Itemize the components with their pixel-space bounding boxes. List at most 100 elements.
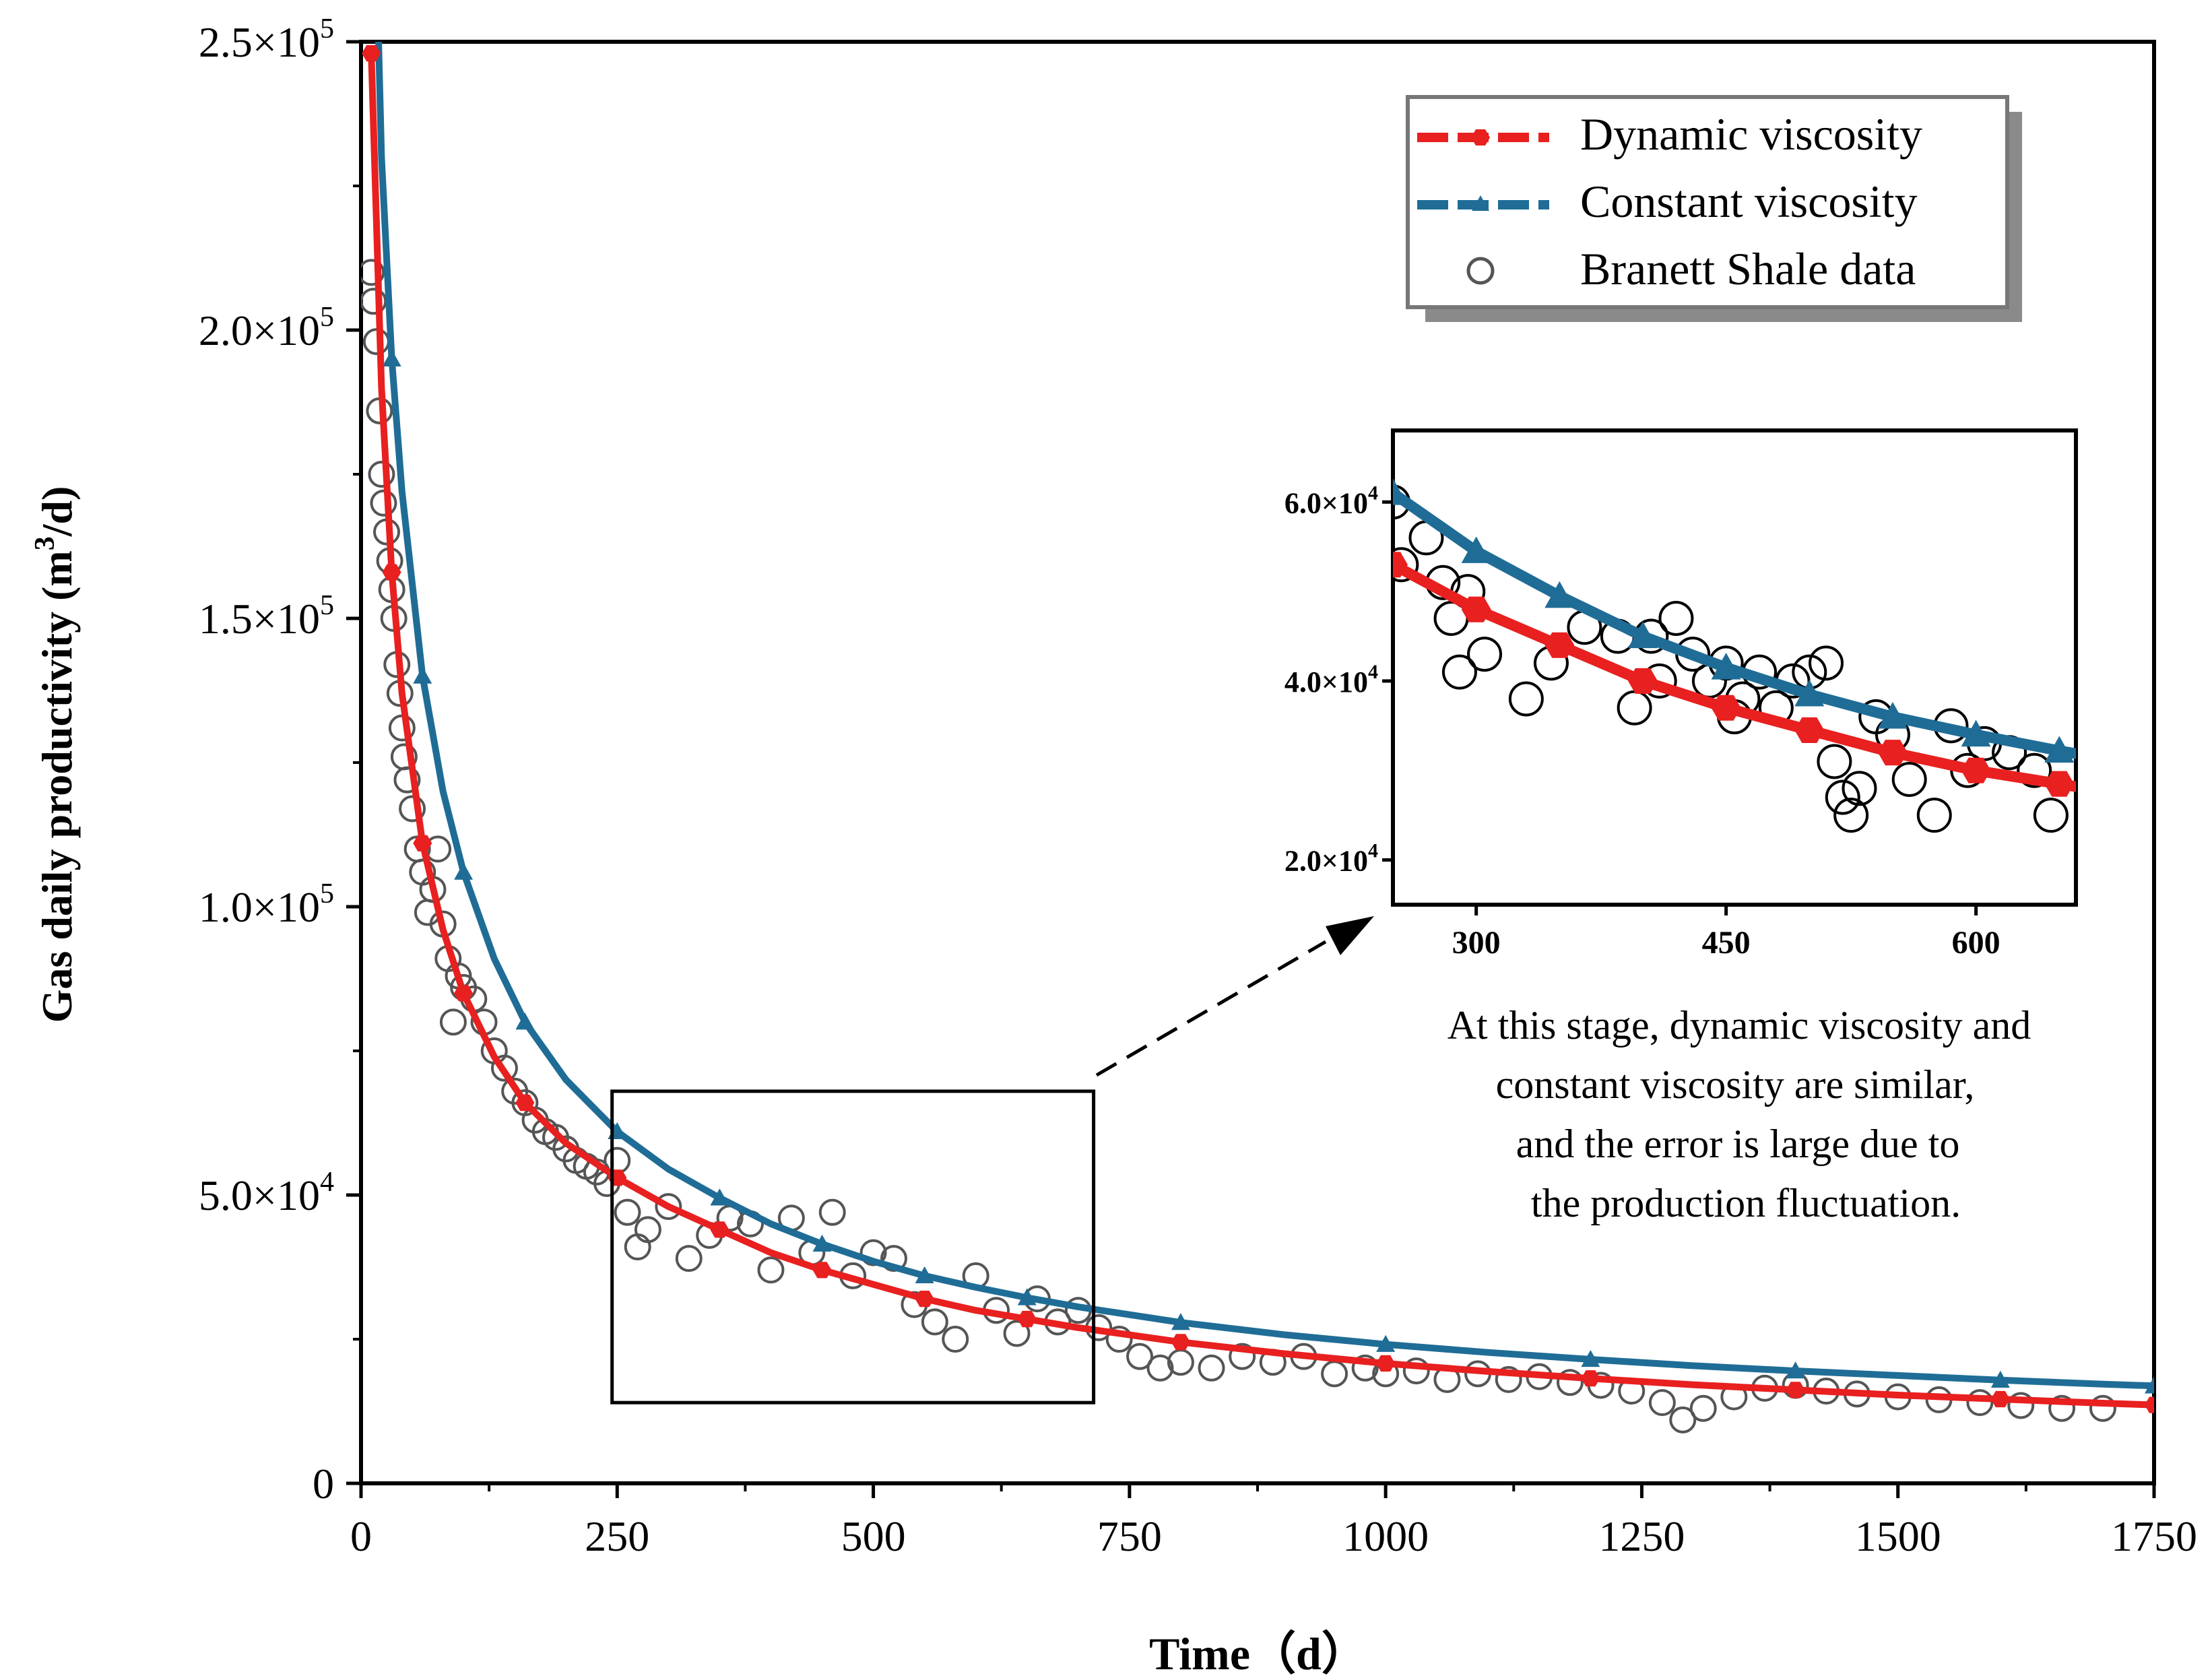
series-marker-inset-constant	[1627, 621, 1658, 649]
annotation: At this stage, dynamic viscosity and con…	[1447, 1003, 2031, 1225]
series-marker-constant	[915, 1266, 934, 1284]
annotation-line-2: constant viscosity are similar,	[1496, 1062, 1975, 1107]
scatter-point	[1126, 1343, 1154, 1370]
series-marker-inset-dynamic	[1544, 632, 1575, 658]
inset-scatter-point	[1393, 547, 1419, 583]
legend-marker-dynamic	[1471, 129, 1490, 146]
inset-chart: 300 450 600 2.0×104 4.0×104 6.0×104	[1284, 428, 2078, 961]
inset-y-tick-label: 4.0×104	[1284, 661, 1378, 699]
series-marker-dynamic	[1990, 1390, 2010, 1408]
y-axis-title-main: Gas daily productivity (m	[33, 550, 81, 1023]
y-tick-label: 0	[313, 1460, 334, 1508]
scatter-point	[1105, 1326, 1133, 1353]
scatter-point	[614, 1198, 641, 1226]
series-marker-inset-constant	[1544, 581, 1575, 608]
x-tick-label: 250	[585, 1512, 649, 1560]
inset-y-tick-label: 2.0×104	[1284, 840, 1378, 878]
scatter-point	[393, 766, 421, 794]
legend-label-dynamic: Dynamic viscosity	[1580, 108, 1922, 160]
legend-marker-scatter	[1466, 257, 1495, 285]
scatter-point	[2048, 1394, 2076, 1422]
y-axis-title-sup: 3	[30, 536, 61, 550]
y-tick-label: 2.5×105	[199, 13, 334, 66]
x-axis: 0 250 500 750 1000 1250 1500 1750	[350, 1483, 2197, 1560]
x-tick-label: 750	[1097, 1512, 1162, 1560]
annotation-line-4: the production fluctuation.	[1531, 1181, 1961, 1225]
series-marker-inset-dynamic	[1794, 717, 1825, 743]
scatter-point	[859, 1239, 887, 1266]
scatter-point	[2007, 1392, 2035, 1419]
annotation-line-1: At this stage, dynamic viscosity and	[1447, 1003, 2031, 1048]
series-marker-inset-dynamic	[1711, 695, 1741, 721]
scatter-point	[1146, 1354, 1174, 1382]
series-marker-dynamic	[382, 564, 401, 581]
scatter-point	[490, 1054, 518, 1082]
series-marker-constant	[2145, 1376, 2154, 1394]
series-marker-constant	[1017, 1288, 1037, 1306]
series-marker-constant	[515, 1012, 535, 1030]
series-marker-inset-constant	[2044, 736, 2075, 763]
series-marker-constant	[413, 666, 432, 684]
scatter-point	[1495, 1365, 1522, 1393]
inset-scatter-point	[1508, 681, 1544, 717]
series-marker-inset-constant	[1393, 478, 1408, 505]
legend-marker-constant	[1472, 195, 1489, 211]
scatter-point	[361, 259, 385, 286]
inset-scatter-point	[2017, 752, 2052, 788]
series-marker-inset-constant	[1877, 702, 1908, 729]
x-tick-label: 1500	[1855, 1512, 1941, 1560]
series-marker-inset-constant	[1461, 536, 1491, 563]
series-line-inset-dynamic	[1393, 560, 2076, 792]
series-marker-constant	[710, 1188, 729, 1206]
inset-x-tick-label: 300	[1452, 925, 1501, 961]
zoom-box	[610, 1089, 1096, 1405]
scatter-point	[1556, 1369, 1584, 1396]
x-tick-label: 1750	[2111, 1512, 2197, 1560]
series-marker-constant	[812, 1234, 832, 1252]
scatter-point	[439, 1008, 467, 1036]
scatter-point	[1648, 1389, 1676, 1417]
x-axis-title: Time（d）	[1149, 1628, 1367, 1676]
scatter-point	[634, 1216, 661, 1244]
inset-scatter-point	[1891, 762, 1927, 798]
inset-x-tick-label: 600	[1952, 925, 2000, 961]
inset-scatter-point	[1833, 798, 1869, 833]
series-marker-constant	[1786, 1361, 1805, 1379]
series-marker-inset-dynamic	[2044, 771, 2075, 797]
inset-scatter-point	[1467, 637, 1503, 672]
scatter-point	[1669, 1406, 1697, 1433]
series-marker-inset-dynamic	[1393, 552, 1408, 578]
inset-scatter-point	[1825, 779, 1860, 815]
scatter-point	[1198, 1354, 1225, 1382]
scatter-point	[921, 1308, 948, 1336]
series-line-inset-constant	[1393, 488, 2076, 759]
scatter-point	[675, 1245, 703, 1272]
inset-scatter-point	[1842, 771, 1877, 806]
y-tick-label: 1.5×105	[199, 590, 334, 643]
inset-scatter-point	[1809, 645, 1844, 681]
series-marker-constant	[382, 349, 401, 366]
y-axis: 0 5.0×104 1.0×105 1.5×105 2.0×105 2.5×105	[199, 13, 361, 1508]
y-axis-title: Gas daily productivity (m3/d)	[30, 486, 81, 1023]
series-marker-dynamic	[1786, 1382, 1805, 1398]
series-marker-inset-dynamic	[1628, 668, 1658, 694]
x-tick-label: 1000	[1342, 1512, 1429, 1560]
scatter-point	[1229, 1343, 1256, 1370]
x-tick-label: 1250	[1598, 1512, 1685, 1560]
scatter-point	[2089, 1394, 2116, 1422]
series-marker-dynamic	[454, 985, 474, 1002]
series-marker-constant	[1581, 1349, 1600, 1367]
series-marker-constant	[454, 862, 474, 880]
zoom-arrow-head	[1326, 916, 1374, 955]
legend: Dynamic viscosity Constant viscosity Bra…	[1406, 95, 2022, 322]
series-marker-inset-dynamic	[1961, 757, 1991, 783]
inset-x-tick-label: 450	[1702, 925, 1751, 961]
series-line-dynamic	[368, 53, 2154, 1409]
inset-lines	[1393, 478, 2076, 797]
series-marker-inset-constant	[1961, 719, 1991, 747]
scatter-point	[942, 1326, 969, 1353]
series-marker-dynamic	[362, 45, 381, 62]
series-line-constant	[375, 42, 2154, 1390]
scatter-point	[757, 1256, 785, 1284]
